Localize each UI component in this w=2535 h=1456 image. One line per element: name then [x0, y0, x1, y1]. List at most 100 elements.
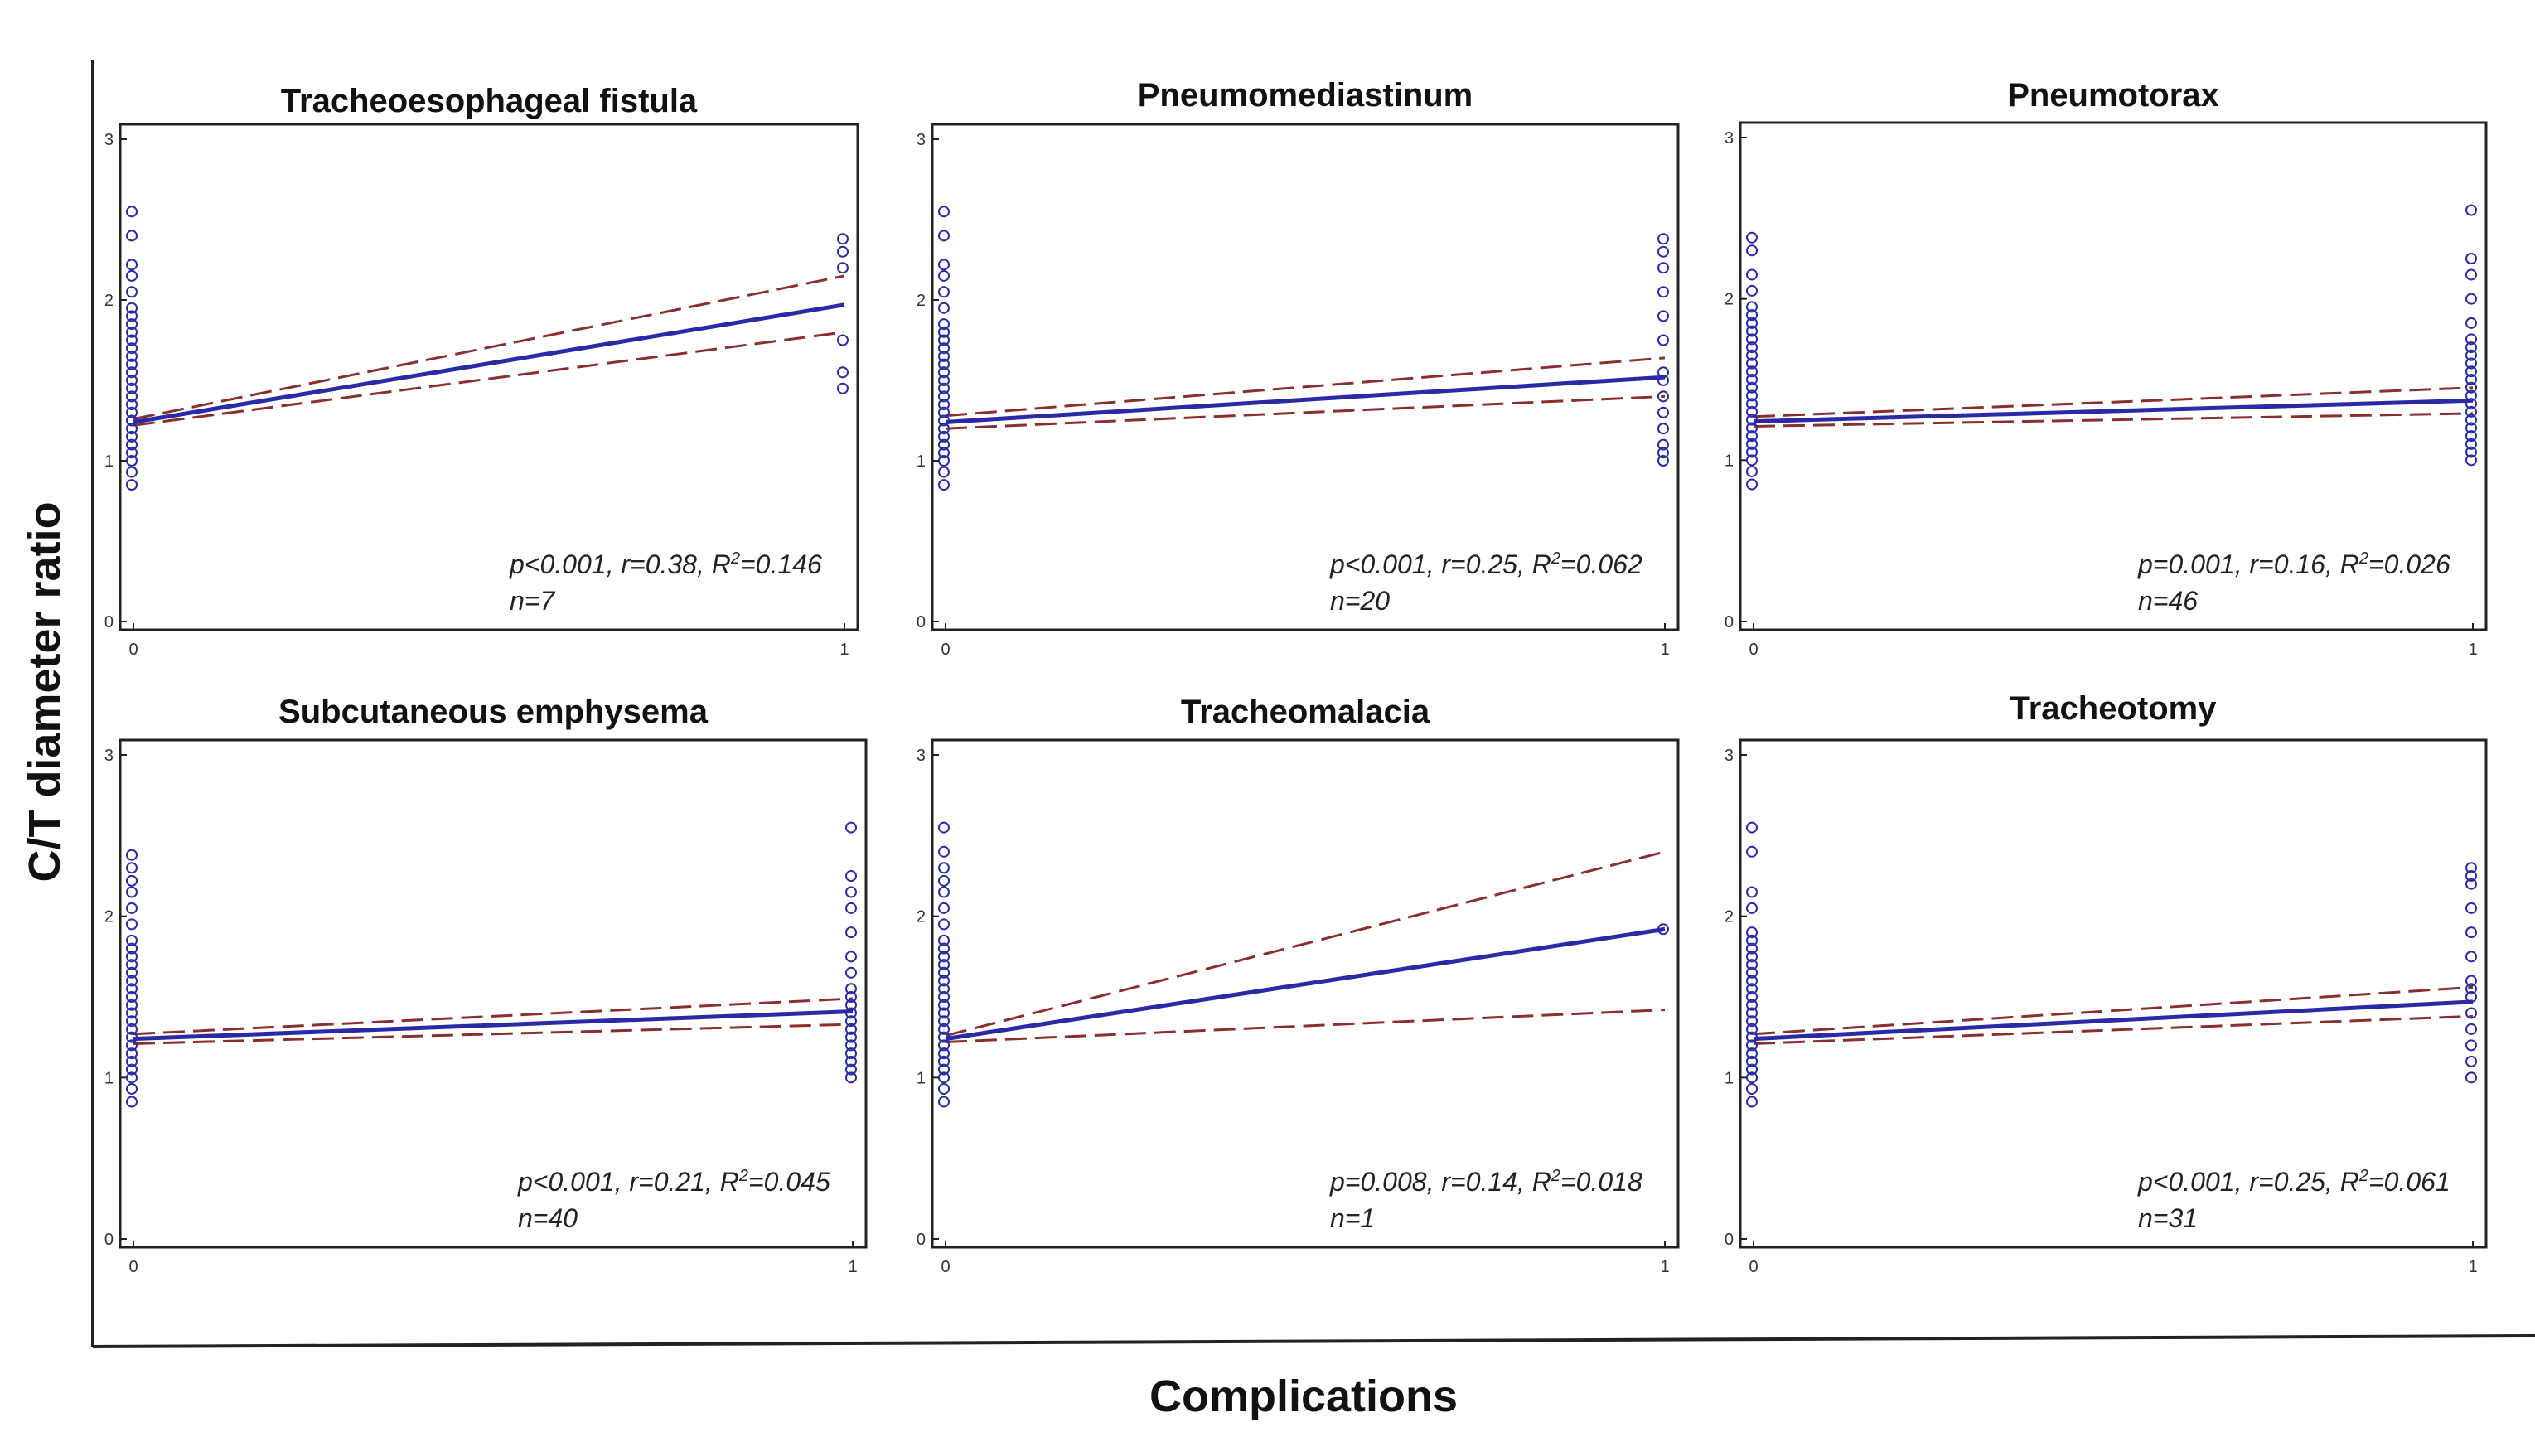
data-point [126, 975, 138, 987]
data-point [1746, 934, 1758, 946]
data-point [845, 926, 857, 939]
stats-text: p<0.001, r=0.25, R [2137, 1167, 2359, 1197]
x-tick-label: 1 [2468, 641, 2477, 659]
data-point [126, 447, 138, 459]
data-point [938, 1023, 950, 1035]
data-point [1746, 926, 1758, 939]
data-point [126, 942, 138, 955]
data-point [2465, 878, 2477, 890]
plot-frame [1739, 738, 2488, 1249]
regression-line [945, 926, 1666, 1042]
data-point [126, 466, 138, 478]
data-point [938, 975, 950, 987]
data-point [126, 902, 138, 914]
data-point [1746, 325, 1758, 337]
x-axis-label: Complications [1149, 1371, 1458, 1421]
data-point [2465, 902, 2477, 914]
y-tick-label: 0 [917, 613, 926, 631]
data-point [938, 902, 950, 914]
data-point [938, 874, 950, 887]
data-point [1746, 1007, 1758, 1019]
y-tick-label: 2 [917, 908, 926, 926]
data-point [126, 983, 138, 995]
data-point [126, 269, 138, 282]
stats-annotation: p<0.001, r=0.21, R2=0.045 [517, 1167, 830, 1197]
y-tick-label: 2 [917, 292, 926, 310]
data-point [126, 390, 138, 403]
data-point [126, 874, 138, 887]
stats-superscript: 2 [2358, 1167, 2368, 1185]
plot-frame [119, 123, 859, 631]
data-point [2465, 951, 2477, 963]
data-point [2465, 454, 2477, 467]
data-point [126, 1007, 138, 1019]
y-tick-label: 1 [104, 452, 114, 471]
data-point [126, 310, 138, 322]
data-point [938, 1031, 950, 1043]
data-point [2465, 333, 2477, 346]
ci-lower-line [1753, 412, 2474, 428]
data-point [126, 991, 138, 1003]
data-point [938, 934, 950, 946]
data-point [126, 934, 138, 946]
data-point [845, 983, 857, 995]
data-point [938, 845, 950, 858]
data-point [938, 438, 950, 451]
data-point [938, 999, 950, 1011]
data-point [126, 382, 138, 394]
regression-line [133, 302, 845, 424]
y-tick-label: 0 [917, 1231, 926, 1249]
stats-annotation: p=0.001, r=0.16, R2=0.026 [2137, 549, 2450, 579]
stats-annotation: p<0.001, r=0.25, R2=0.061 [2137, 1167, 2450, 1197]
data-point [845, 966, 857, 979]
data-point [1746, 414, 1758, 426]
data-point [837, 334, 849, 346]
data-point [1746, 845, 1758, 858]
ci-lower-line [945, 1009, 1666, 1044]
x-tick-label: 1 [1660, 641, 1669, 659]
data-point [1657, 406, 1669, 418]
data-point [938, 366, 950, 379]
data-point [845, 821, 857, 834]
panel-title: Tracheotomy [2010, 690, 2218, 727]
x-tick-label: 1 [848, 1258, 857, 1276]
stats-r2: =0.018 [1560, 1167, 1642, 1197]
data-point [938, 918, 950, 931]
y-tick-label: 2 [1725, 291, 1734, 309]
data-point [126, 849, 138, 861]
data-point [1746, 951, 1758, 963]
data-point [938, 1039, 950, 1052]
data-point [938, 326, 950, 338]
data-point [1746, 422, 1758, 434]
data-point [938, 1015, 950, 1028]
data-point [938, 1063, 950, 1076]
panel-title: Pneumotorax [2007, 77, 2219, 114]
data-point [938, 466, 950, 478]
data-point [2465, 381, 2477, 394]
ci-upper-line [945, 850, 1666, 1038]
data-point [126, 358, 138, 370]
y-tick-label: 0 [1725, 613, 1734, 631]
stats-r2: =0.061 [2368, 1167, 2450, 1197]
data-point [1657, 286, 1669, 298]
regression-line [1753, 999, 2474, 1042]
data-point [1746, 942, 1758, 955]
data-point [2465, 975, 2477, 987]
data-point [2465, 438, 2477, 450]
data-point [2465, 405, 2477, 418]
y-tick-label: 3 [104, 747, 114, 765]
data-point [938, 399, 950, 411]
stats-superscript: 2 [2358, 549, 2368, 568]
data-point [845, 1023, 857, 1035]
data-point [1746, 1055, 1758, 1067]
ci-lower-line [945, 394, 1666, 430]
panels: Tracheoesophageal fistula 0 1 2 3 0 1 p<0.001, … [104, 77, 2488, 1276]
data-point [126, 302, 138, 314]
outer-x-axis [92, 1334, 2535, 1348]
y-tick-label: 3 [104, 131, 114, 149]
ci-upper-line [133, 274, 845, 421]
data-point [1746, 465, 1758, 477]
data-point [126, 999, 138, 1011]
data-point [1746, 430, 1758, 443]
stats-r2: =0.045 [748, 1167, 830, 1197]
